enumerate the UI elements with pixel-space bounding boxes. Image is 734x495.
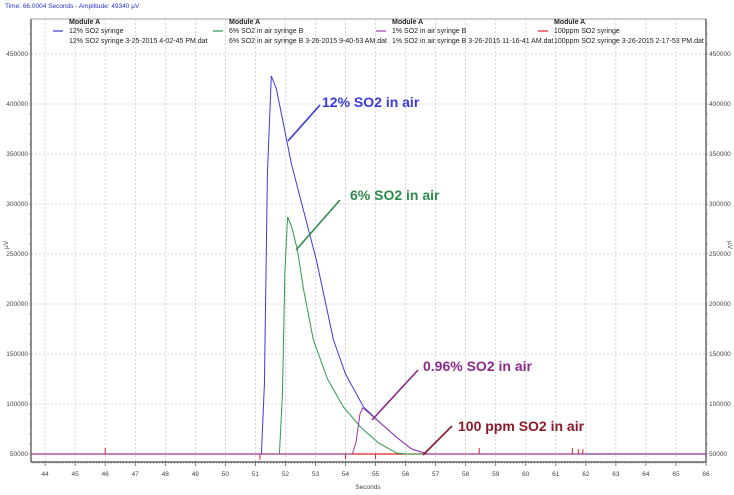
y-tick-label-left: 250000 xyxy=(6,251,28,258)
y-axis-title-right: µV xyxy=(726,241,733,250)
legend-series-name: 12% SO2 syringe xyxy=(69,28,124,35)
y-tick-label-right: 350000 xyxy=(709,151,731,158)
annotation-label: 100 ppm SO2 in air xyxy=(458,418,585,434)
annotation-pointer xyxy=(287,104,321,142)
x-tick-label: 44 xyxy=(42,471,50,478)
x-tick-label: 57 xyxy=(432,471,440,478)
x-tick-label: 46 xyxy=(102,471,110,478)
annotation-label: 0.96% SO2 in air xyxy=(423,358,532,374)
x-tick-label: 64 xyxy=(642,471,650,478)
x-tick-label: 55 xyxy=(372,471,380,478)
legend-file: 12% SO2 syringe 3-25-2015 4-02-45 PM.dat xyxy=(69,38,208,45)
legend-series-name: 6% SO2 in air syringe B xyxy=(229,28,304,35)
x-tick-label: 54 xyxy=(342,471,350,478)
series-line xyxy=(31,407,706,455)
x-tick-label: 47 xyxy=(132,471,140,478)
legend-module: Module A xyxy=(69,19,100,26)
x-tick-label: 62 xyxy=(582,471,590,478)
y-tick-label-left: 100000 xyxy=(6,401,28,408)
y-tick-label-left: 400000 xyxy=(6,101,28,108)
y-tick-label-right: 50000 xyxy=(709,451,727,458)
x-tick-label: 65 xyxy=(672,471,680,478)
x-tick-label: 63 xyxy=(612,471,620,478)
x-tick-label: 60 xyxy=(522,471,530,478)
annotation-pointer xyxy=(371,369,419,421)
y-tick-label-right: 150000 xyxy=(709,351,731,358)
annotation-pointer xyxy=(422,425,453,456)
legend-series-name: 100ppm SO2 syringe xyxy=(554,28,620,35)
y-tick-label-left: 300000 xyxy=(6,201,28,208)
x-tick-label: 61 xyxy=(552,471,560,478)
x-tick-label: 45 xyxy=(72,471,80,478)
legend-series-name: 1% SO2 in air syringe B xyxy=(392,28,467,35)
y-tick-label-right: 100000 xyxy=(709,401,731,408)
legend-file: 100ppm SO2 syringe 3-26-2015 2-17-53 PM.… xyxy=(554,38,704,45)
legend-file: 6% SO2 in air syringe B 3-26-2015 9-40-5… xyxy=(229,38,387,45)
y-tick-label-left: 200000 xyxy=(6,301,28,308)
annotation-pointer xyxy=(295,199,341,251)
y-tick-label-left: 350000 xyxy=(6,151,28,158)
y-axis-title-left: µV xyxy=(3,240,10,249)
plot-frame xyxy=(30,18,707,463)
annotation-label: 6% SO2 in air xyxy=(350,187,440,203)
x-tick-label: 51 xyxy=(252,471,260,478)
x-tick-label: 50 xyxy=(222,471,230,478)
legend-module: Module A xyxy=(392,19,423,26)
x-tick-label: 59 xyxy=(492,471,500,478)
y-tick-label-left: 150000 xyxy=(6,351,28,358)
y-tick-label-left: 50000 xyxy=(10,451,28,458)
annotation-label: 12% SO2 in air xyxy=(322,94,420,110)
x-tick-label: 56 xyxy=(402,471,410,478)
y-tick-label-right: 450000 xyxy=(709,51,731,58)
x-tick-label: 49 xyxy=(192,471,200,478)
x-axis-title: Seconds xyxy=(355,484,381,491)
x-tick-label: 53 xyxy=(312,471,320,478)
x-tick-label: 48 xyxy=(162,471,170,478)
x-tick-label: 52 xyxy=(282,471,290,478)
y-tick-label-left: 450000 xyxy=(6,51,28,58)
series-line xyxy=(31,216,706,455)
y-tick-label-right: 300000 xyxy=(709,201,731,208)
legend-file: 1% SO2 in air syringe B 3-26-2015 11-16-… xyxy=(392,38,553,45)
y-tick-label-right: 200000 xyxy=(709,301,731,308)
y-tick-label-right: 400000 xyxy=(709,101,731,108)
x-tick-label: 66 xyxy=(702,471,710,478)
legend-module: Module A xyxy=(229,19,260,26)
legend-module: Module A xyxy=(554,19,585,26)
status-readout: Time: 66.0004 Seconds - Amplitude: 49340… xyxy=(5,3,140,10)
x-tick-label: 58 xyxy=(462,471,470,478)
y-tick-label-right: 250000 xyxy=(709,251,731,258)
